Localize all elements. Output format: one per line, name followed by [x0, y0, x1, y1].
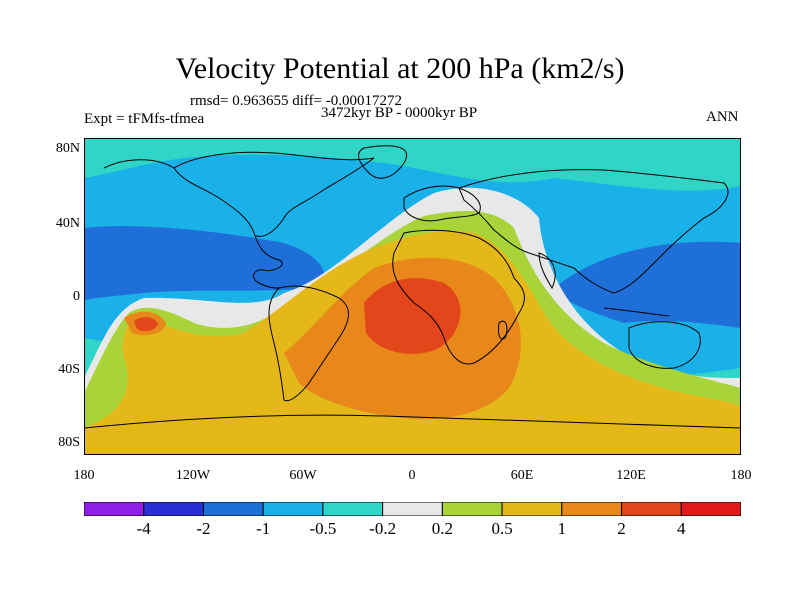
- ylabel-0: 0: [73, 289, 80, 304]
- xlabel-180-east: 180: [730, 468, 752, 483]
- xlabel-60w: 60W: [289, 468, 317, 483]
- ylabel-40s: 40S: [58, 362, 80, 377]
- xlabel-120w: 120W: [175, 468, 211, 483]
- contour-pacific-blue-west: [84, 226, 324, 300]
- xlabel-60e: 60E: [510, 468, 534, 483]
- colorbar-label: 2: [617, 519, 626, 538]
- contour-red-orange: [364, 278, 461, 354]
- season-label: ANN: [706, 109, 739, 125]
- colorbar-swatch: [382, 502, 443, 516]
- xlabel-0: 0: [408, 468, 416, 483]
- colorbar-label: 0.2: [431, 519, 453, 538]
- colorbar-label: 4: [677, 519, 686, 538]
- colorbar-label: -2: [196, 519, 211, 538]
- colorbar-label: -0.5: [309, 519, 337, 538]
- colorbar-swatch: [621, 502, 682, 516]
- coastlines: [84, 145, 741, 429]
- experiment-label: Expt = tFMfs-tfmea: [84, 111, 205, 127]
- velocity-potential-map: [84, 138, 741, 455]
- contour-north-turquoise: [84, 138, 741, 191]
- colorbar-swatch: [680, 502, 741, 516]
- xlabel-120e: 120E: [616, 468, 646, 483]
- colorbar-swatch: [561, 502, 623, 516]
- colorbar-swatch: [322, 502, 384, 516]
- contour-asia-blue-east: [554, 241, 741, 328]
- colorbar: [84, 502, 741, 516]
- colorbar-label: -1: [256, 519, 271, 538]
- map-frame: [84, 138, 741, 455]
- ylabel-80n: 80N: [55, 141, 80, 156]
- colorbar-label: 1: [557, 519, 567, 538]
- colorbar-swatch: [84, 502, 145, 516]
- colorbar-swatch: [143, 502, 204, 516]
- plot-title: Velocity Potential at 200 hPa (km2/s): [175, 52, 625, 85]
- ylabel-40n: 40N: [55, 216, 80, 231]
- period-label: 3472kyr BP - 0000kyr BP: [321, 105, 478, 121]
- colorbar-swatch: [262, 502, 324, 516]
- colorbar-label: -4: [136, 519, 151, 538]
- colorbar-label: -0.2: [369, 519, 397, 538]
- stats-line: rmsd= 0.963655 diff= -0.00017272: [190, 93, 403, 109]
- colorbar-swatch: [441, 502, 503, 516]
- colorbar-swatch: [202, 502, 264, 516]
- colorbar-label: 0.5: [491, 519, 513, 538]
- xlabel-180-west: 180: [73, 468, 95, 483]
- colorbar-swatch: [501, 502, 563, 516]
- contour-red-orange-pacific: [134, 317, 158, 332]
- ylabel-80s: 80S: [58, 435, 80, 450]
